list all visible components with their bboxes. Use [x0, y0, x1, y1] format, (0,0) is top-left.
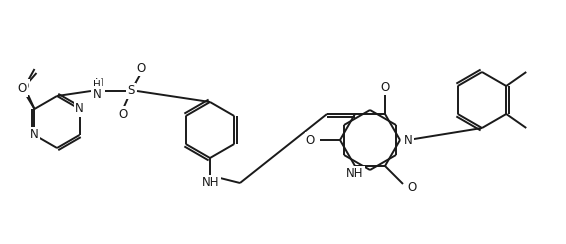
Text: H
N: H N	[95, 77, 104, 105]
Text: S: S	[127, 84, 135, 98]
Text: O: O	[407, 182, 416, 194]
Text: NH: NH	[346, 167, 364, 181]
Text: N: N	[30, 129, 39, 142]
Text: O: O	[18, 82, 27, 95]
Text: O: O	[118, 108, 127, 121]
Text: H: H	[93, 80, 101, 90]
Text: N: N	[404, 133, 413, 146]
Text: N: N	[75, 102, 84, 115]
Text: O: O	[136, 61, 145, 74]
Text: NH: NH	[202, 176, 220, 190]
Text: O: O	[380, 81, 389, 93]
Text: O: O	[20, 81, 29, 93]
Text: N: N	[93, 88, 101, 101]
Text: O: O	[306, 133, 315, 146]
